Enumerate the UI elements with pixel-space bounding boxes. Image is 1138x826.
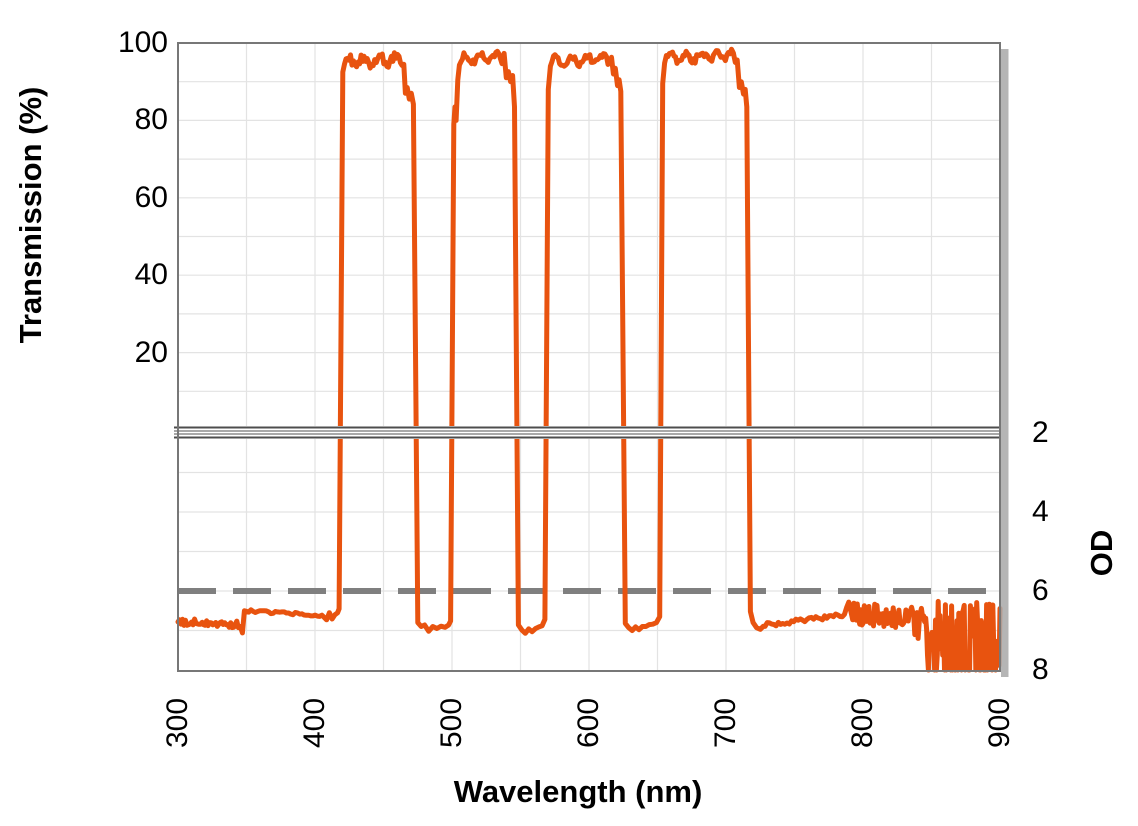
transmission-tick-label: 40 xyxy=(134,258,168,292)
right-axis-title: OD xyxy=(1084,529,1119,577)
transmission-tick-label: 80 xyxy=(134,103,168,137)
transmission-tick-label: 100 xyxy=(117,26,168,59)
wavelength-tick-label: 400 xyxy=(298,697,331,749)
transmission-tick-label: 60 xyxy=(134,180,168,214)
wavelength-tick-label: 700 xyxy=(709,697,742,749)
wavelength-tick-label: 500 xyxy=(435,697,468,749)
plot-shadow xyxy=(1001,49,1009,677)
plot-border xyxy=(177,42,1001,672)
od-tick-label: 2 xyxy=(1032,416,1049,449)
wavelength-tick-label: 800 xyxy=(846,697,879,749)
od-tick-label: 4 xyxy=(1032,495,1049,528)
x-axis-title: Wavelength (nm) xyxy=(453,774,703,809)
wavelength-tick-label: 300 xyxy=(161,697,194,749)
transmission-curve xyxy=(175,46,1003,673)
axis-break-separator xyxy=(174,426,1000,439)
transmission-tick-label: 20 xyxy=(134,335,168,369)
od-tick-label: 6 xyxy=(1032,574,1049,607)
wavelength-tick-label: 900 xyxy=(983,697,1016,749)
wavelength-tick-label: 600 xyxy=(572,697,605,749)
od-tick-label: 8 xyxy=(1032,653,1049,686)
